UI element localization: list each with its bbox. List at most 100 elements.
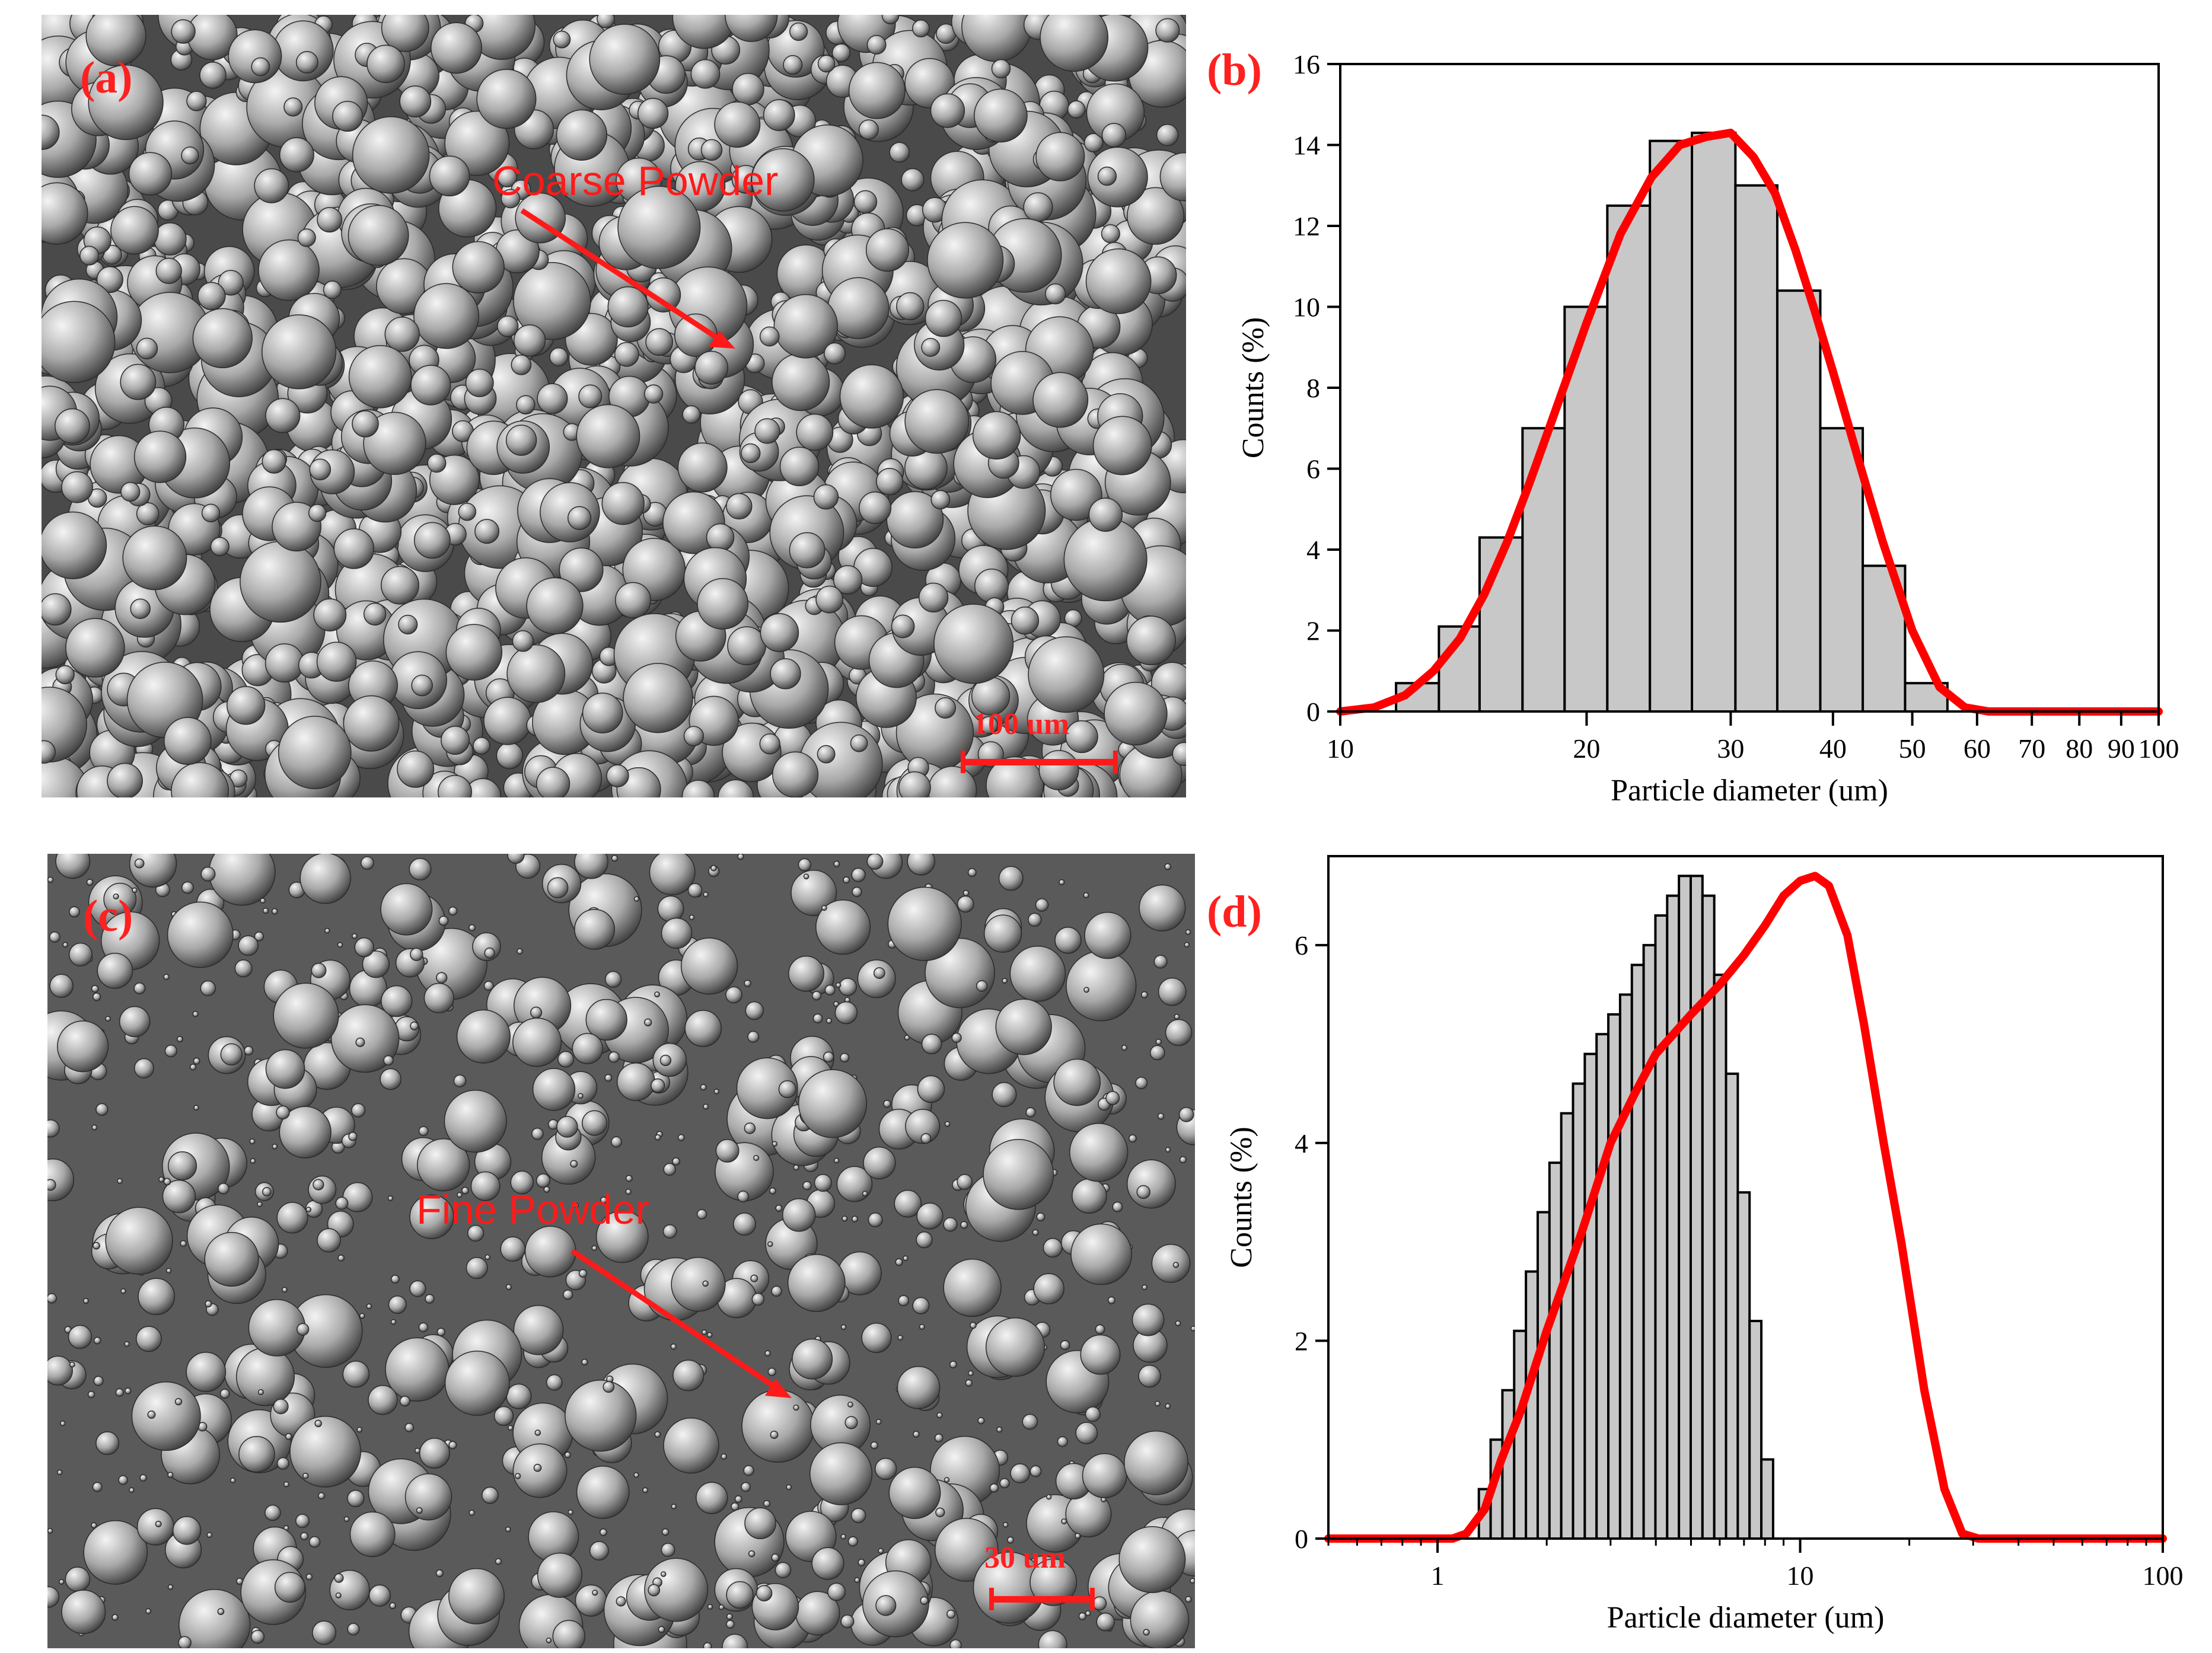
sem-particle [672, 1157, 680, 1166]
sem-particle [894, 1189, 922, 1218]
sem-particle [862, 1191, 868, 1196]
sem-particle [645, 328, 674, 356]
sem-particle [444, 1090, 507, 1153]
sem-particle [565, 1380, 637, 1452]
scale-bar-c [989, 1596, 1095, 1603]
sem-particle [1107, 1296, 1115, 1304]
sem-particle [1032, 1229, 1039, 1236]
sem-particle [607, 286, 649, 328]
sem-particle [936, 1412, 943, 1419]
sem-particle [771, 1553, 780, 1562]
sem-particle [812, 1013, 823, 1024]
sem-particle [944, 1121, 951, 1127]
sem-particle [840, 1052, 850, 1062]
sem-particle [466, 1257, 488, 1279]
sem-particle [91, 1124, 98, 1131]
sem-particle [441, 726, 470, 755]
sem-particle [1101, 123, 1127, 148]
sem-particle [857, 959, 896, 998]
sem-particle [873, 967, 885, 979]
sem-particle [1143, 1629, 1150, 1636]
sem-particle [381, 15, 429, 52]
sem-particle [1104, 681, 1168, 746]
sem-particle [921, 337, 941, 357]
sem-particle [753, 1155, 760, 1161]
sem-particle [254, 931, 264, 942]
histogram-bar [1736, 1191, 1751, 1540]
sem-particle [574, 908, 616, 950]
sem-particle [1046, 1494, 1052, 1500]
sem-particle [578, 1093, 584, 1099]
sem-particle [573, 1202, 579, 1208]
sem-particle [299, 854, 351, 904]
sem-particle [59, 1579, 65, 1585]
sem-particle [330, 1004, 400, 1073]
sem-particle [448, 906, 458, 916]
sem-particle [1085, 1610, 1091, 1617]
sem-particle [556, 109, 608, 161]
sem-particle [227, 686, 266, 725]
histogram-bar [1666, 894, 1681, 1540]
sem-particle [1165, 1403, 1171, 1409]
sem-particle [418, 1126, 429, 1137]
sem-particle [199, 62, 227, 89]
sem-particle [585, 998, 627, 1041]
sem-particle [986, 756, 1044, 797]
sem-particle [875, 1457, 897, 1480]
sem-particle [1067, 100, 1086, 119]
sem-particle [465, 368, 494, 397]
sem-particle [238, 935, 259, 956]
sem-particle [167, 1151, 197, 1180]
sem-particle [778, 1080, 796, 1099]
sem-particle [312, 1620, 337, 1645]
sem-particle [677, 442, 728, 493]
sem-particle [1083, 892, 1089, 899]
panel-c: (c) Fine Powder 30 um [0, 842, 1204, 1648]
sem-particle [916, 1231, 933, 1249]
sem-particle [842, 1215, 848, 1222]
sem-particle [468, 924, 476, 931]
sem-particle [812, 991, 822, 1001]
sem-particle [333, 528, 375, 569]
histogram-bar [1776, 289, 1822, 713]
sem-particle [93, 1336, 101, 1345]
histogram-bar [1678, 875, 1692, 1540]
sem-particle [138, 1278, 176, 1316]
sem-particle [572, 1033, 604, 1064]
sem-particle [919, 1323, 925, 1330]
sem-particle [180, 1240, 187, 1247]
scale-bar-c-cap-left [989, 1588, 994, 1610]
sem-particle [197, 282, 226, 311]
sem-particle [697, 577, 749, 630]
sem-particle [1097, 167, 1117, 186]
sem-particle [962, 889, 970, 896]
sem-particle [1190, 1578, 1195, 1584]
sem-particle [481, 1486, 499, 1504]
sem-particle [744, 1122, 756, 1134]
sem-particle [834, 1001, 858, 1025]
sem-particle [105, 1207, 173, 1275]
sem-particle [429, 155, 470, 197]
sem-particle [935, 1507, 945, 1517]
sem-particle [773, 293, 839, 359]
sem-particle [417, 1138, 470, 1192]
sem-particle [497, 315, 519, 337]
fine-powder-annotation: Fine Powder [416, 1186, 649, 1233]
sem-particle [1165, 1147, 1171, 1153]
sem-particle [617, 186, 701, 269]
coarse-powder-annotation: Coarse Powder [492, 158, 779, 204]
sem-particle [87, 1390, 95, 1399]
sem-particle [965, 1379, 973, 1387]
y-tick-label: 4 [1306, 535, 1320, 565]
sem-particle [133, 982, 146, 995]
sem-particle [658, 1626, 665, 1633]
sem-particle [774, 1562, 792, 1578]
sem-particle [436, 972, 448, 984]
sem-particle [1085, 248, 1152, 314]
sem-particle [570, 1160, 578, 1168]
y-axis-label: Counts (%) [1225, 1127, 1258, 1268]
sem-particle [309, 458, 332, 481]
histogram-bar [1734, 184, 1778, 713]
sem-particle [251, 57, 270, 76]
sem-particle [230, 1478, 236, 1483]
